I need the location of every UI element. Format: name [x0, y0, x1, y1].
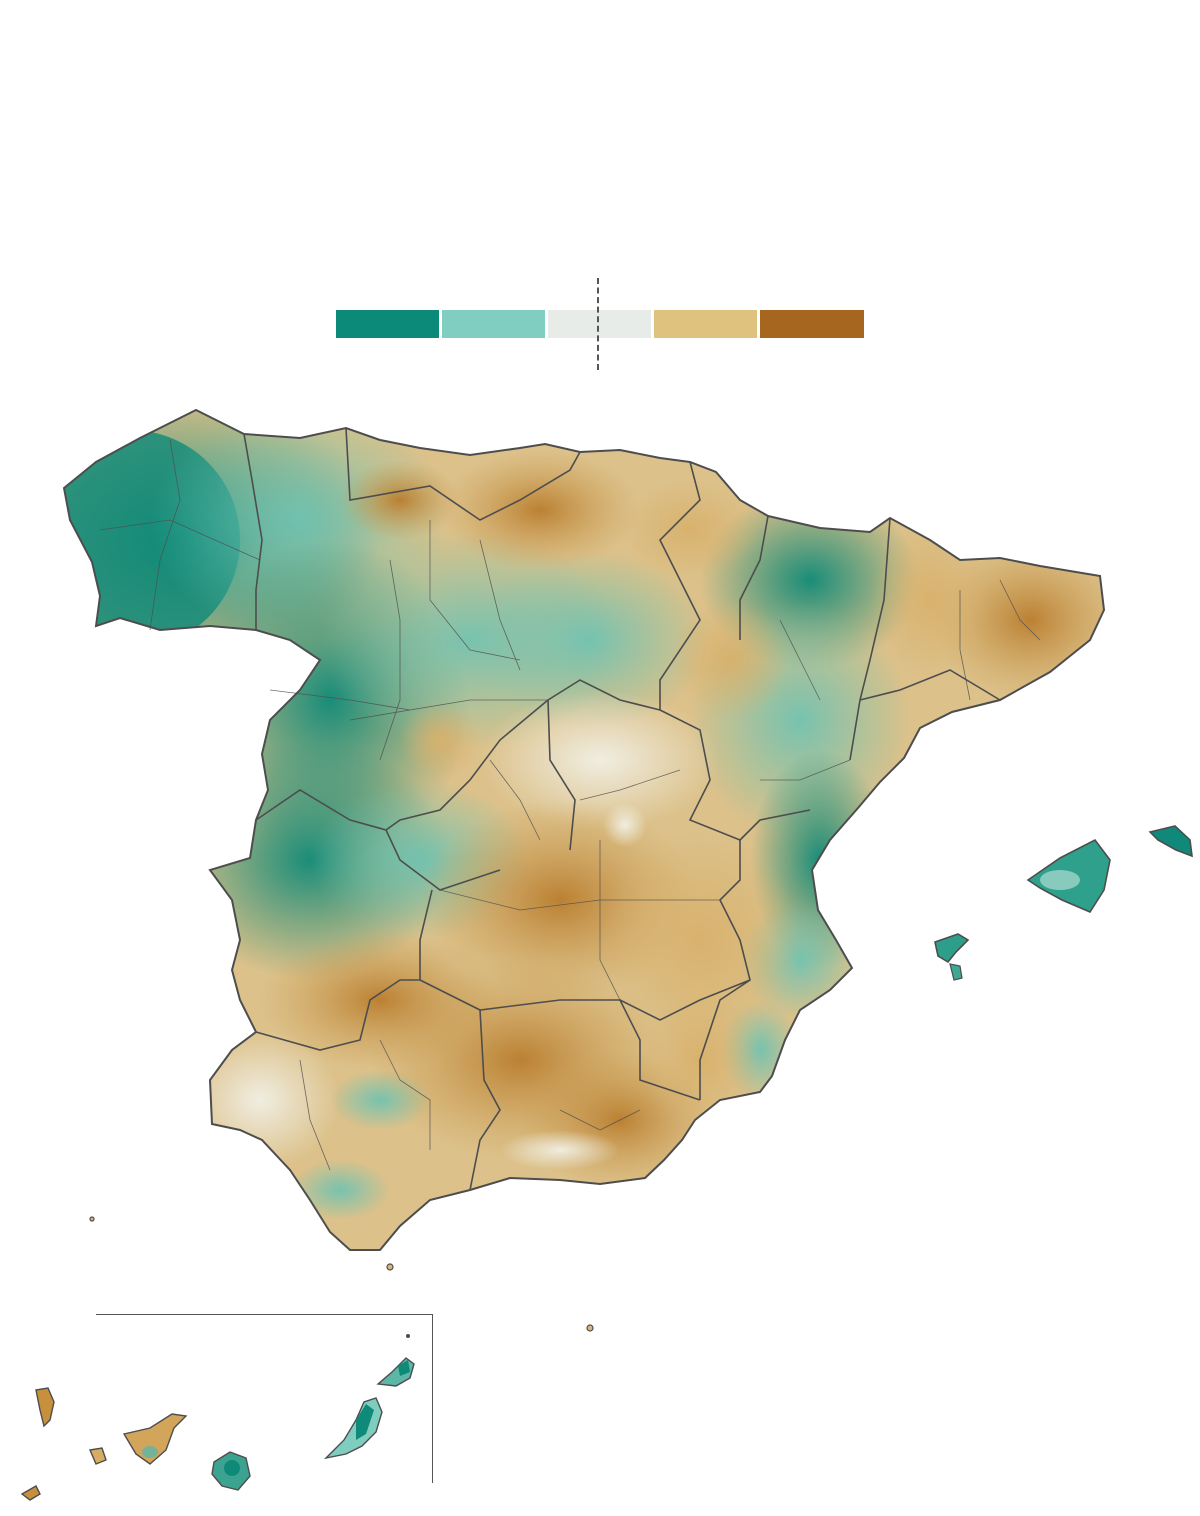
anomaly-shading [64, 410, 1104, 1220]
legend-swatch-3 [548, 310, 651, 338]
balearic-islands [934, 825, 1193, 981]
canary-islands-inset-frame [96, 1314, 433, 1483]
legend-midpoint-divider [597, 278, 599, 370]
legend-swatch-2 [442, 310, 545, 338]
legend-swatch-4 [654, 310, 757, 338]
legend-swatch-1 [336, 310, 439, 338]
color-scale-legend [336, 278, 864, 370]
small-territories [89, 1216, 594, 1332]
canary-islands [20, 1334, 415, 1501]
spain-choropleth-map [20, 409, 1193, 1501]
legend-swatch-5 [760, 310, 864, 338]
